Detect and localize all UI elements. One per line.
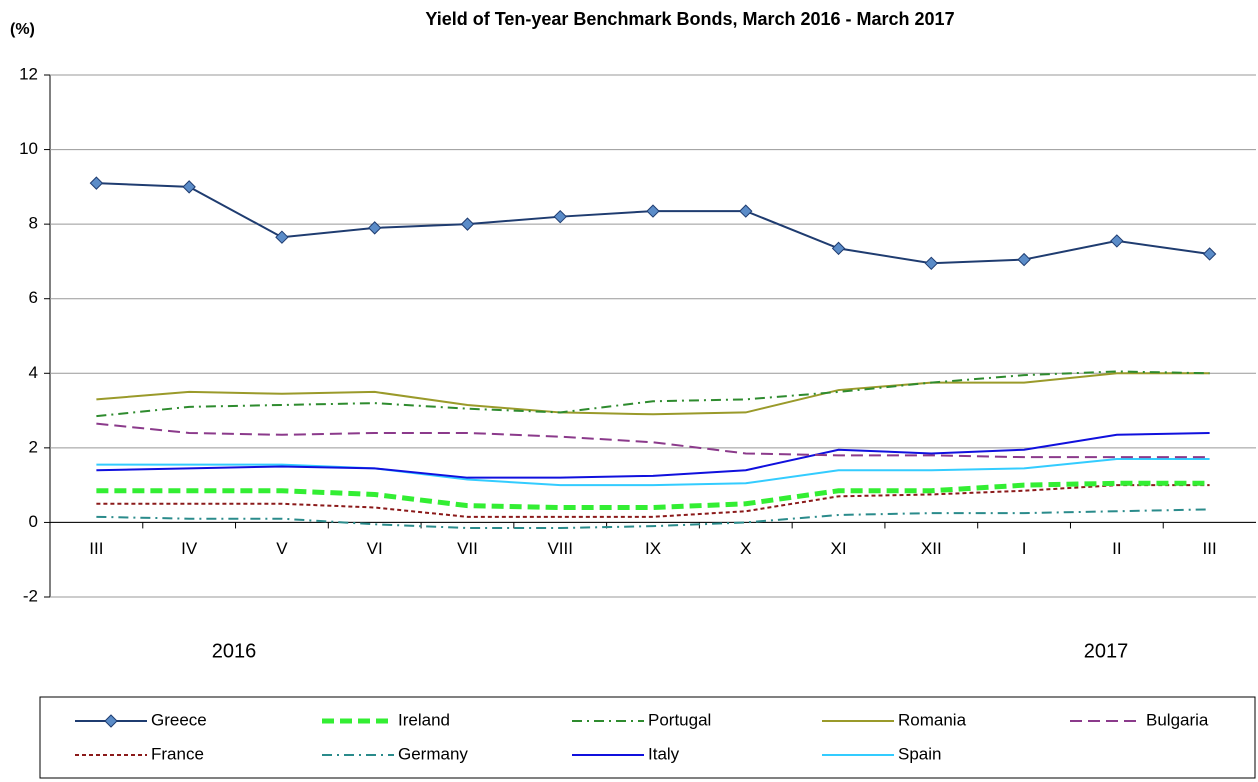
marker	[89, 176, 104, 190]
series-line	[96, 370, 1210, 418]
marker	[1202, 247, 1217, 261]
marker	[831, 241, 846, 256]
x-tick-label: V	[276, 539, 288, 558]
series-line	[96, 372, 1210, 416]
x-tick-label: XII	[921, 539, 942, 558]
marker	[275, 230, 289, 244]
chart-title: Yield of Ten-year Benchmark Bonds, March…	[425, 9, 954, 29]
marker	[104, 714, 118, 728]
legend-label: Italy	[648, 744, 680, 763]
x-tick-label: III	[89, 539, 103, 558]
x-tick-label: VI	[367, 539, 383, 558]
legend-box	[39, 696, 1256, 779]
series-line	[96, 480, 1210, 511]
legend-label: France	[151, 744, 204, 763]
legend-label: Romania	[898, 710, 967, 729]
y-tick-label: -2	[23, 586, 38, 605]
y-tick-label: 0	[29, 512, 38, 531]
x-tick-label: X	[740, 539, 751, 558]
y-tick-label: 10	[19, 139, 38, 158]
x-tick-label: VII	[457, 539, 478, 558]
x-tick-label: XI	[831, 539, 847, 558]
legend-label: Portugal	[648, 710, 711, 729]
series-line	[96, 422, 1210, 459]
series-line	[96, 508, 1210, 530]
x-tick-label: III	[1203, 539, 1217, 558]
series-line	[96, 431, 1210, 479]
legend-label: Spain	[898, 744, 941, 763]
marker	[182, 180, 196, 194]
legend-label: Ireland	[398, 710, 450, 729]
year-label: 2016	[212, 640, 257, 662]
series-line	[96, 182, 1210, 265]
x-tick-label: I	[1022, 539, 1027, 558]
year-label: 2017	[1084, 640, 1129, 662]
marker	[1110, 234, 1124, 248]
x-tick-label: II	[1112, 539, 1121, 558]
y-tick-label: 4	[29, 363, 38, 382]
marker	[1017, 252, 1031, 267]
marker	[553, 209, 567, 224]
legend-label: Germany	[398, 744, 468, 763]
marker	[739, 204, 753, 218]
x-tick-label: IV	[181, 539, 198, 558]
x-tick-label: VIII	[547, 539, 573, 558]
y-tick-label: 12	[19, 64, 38, 83]
marker	[460, 217, 475, 231]
y-axis-label: (%)	[10, 21, 35, 38]
marker	[367, 221, 382, 235]
legend-label: Greece	[151, 710, 207, 729]
legend-label: Bulgaria	[1146, 710, 1209, 729]
series-line	[96, 484, 1210, 518]
marker	[646, 204, 660, 218]
y-tick-label: 8	[29, 214, 38, 233]
series-line	[96, 458, 1210, 487]
y-tick-label: 2	[29, 437, 38, 456]
y-tick-label: 6	[29, 288, 38, 307]
x-tick-label: IX	[645, 539, 661, 558]
marker	[924, 256, 939, 271]
